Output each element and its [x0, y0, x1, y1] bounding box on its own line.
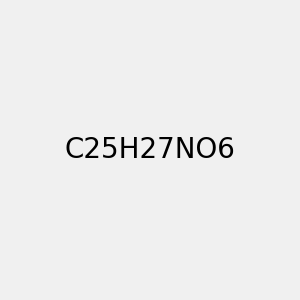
Text: C25H27NO6: C25H27NO6: [64, 136, 236, 164]
